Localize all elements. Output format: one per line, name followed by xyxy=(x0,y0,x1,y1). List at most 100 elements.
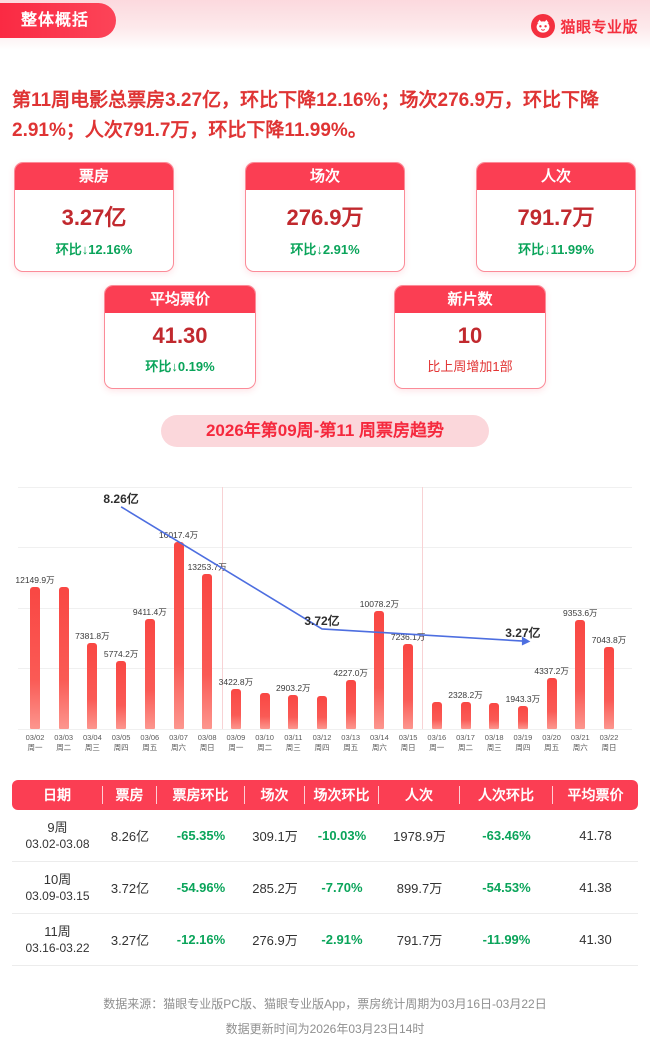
table-header-row: 日期 票房 票房环比 场次 场次环比 人次 人次环比 平均票价 xyxy=(12,780,638,810)
table-cell: 3.27亿 xyxy=(110,933,150,948)
date-cell: 10周 03.09-03.15 xyxy=(25,872,90,903)
week-total-label: 8.26亿 xyxy=(103,491,139,506)
x-axis-label: 03/03 周二 xyxy=(54,733,74,752)
table-cell: -10.03% xyxy=(317,828,367,843)
table-cell: 3.72亿 xyxy=(110,881,150,896)
daily-box-office-bar xyxy=(575,620,586,729)
footer-line-source: 数据来源：猫眼专业版PC版、猫眼专业版App，票房统计周期为03月16日-03月… xyxy=(103,997,547,1011)
gridline xyxy=(18,547,632,548)
week-separator-line xyxy=(221,487,223,729)
x-axis-label: 03/09 周一 xyxy=(226,733,246,752)
daily-box-office-bar xyxy=(546,678,557,729)
x-axis-label: 03/18 周三 xyxy=(484,733,504,752)
card-title: 新片数 xyxy=(395,286,545,313)
stat-cards-row-1: 票房 3.27亿 环比↓12.16% 场次 276.9万 环比↓2.91% 人次… xyxy=(0,162,650,272)
footer-line-updated: 数据更新时间为2026年03月23日14时 xyxy=(225,1022,425,1036)
bar-value-label: 12149.9万 xyxy=(15,575,55,585)
x-axis-label: 03/04 周三 xyxy=(83,733,102,752)
bar-value-label: 16017.4万 xyxy=(158,530,199,540)
weekly-summary-table: 日期 票房 票房环比 场次 场次环比 人次 人次环比 平均票价 9周 03.02-03.08 8.… xyxy=(12,780,638,966)
card-value: 10 xyxy=(457,323,483,348)
card-change: 环比↓0.19% xyxy=(145,359,215,374)
x-axis-label: 03/14 周六 xyxy=(370,733,389,752)
card-admissions: 人次 791.7万 环比↓11.99% xyxy=(476,162,636,272)
x-axis-label: 03/22 周日 xyxy=(599,733,619,752)
table-cell: -65.35% xyxy=(176,828,226,843)
card-new-releases: 新片数 10 比上周增加1部 xyxy=(394,285,546,389)
table-header-cell: 日期 xyxy=(12,786,103,804)
table-cell: -2.91% xyxy=(321,932,363,947)
bar-value-label: 4337.2万 xyxy=(534,666,569,676)
bar-value-label: 1943.3万 xyxy=(505,694,541,704)
table-cell: 285.2万 xyxy=(252,881,298,896)
bar-value-label: 7381.8万 xyxy=(75,631,110,641)
x-axis-label: 03/02 周一 xyxy=(25,733,45,752)
data-source-note: 数据来源：猫眼专业版PC版、猫眼专业版App，票房统计周期为03月16日-03月… xyxy=(0,992,650,1042)
date-cell: 11周 03.16-03.22 xyxy=(25,924,90,955)
card-title: 人次 xyxy=(477,163,635,190)
daily-box-office-bar xyxy=(403,644,414,729)
table-cell: 41.38 xyxy=(579,880,612,895)
maoyan-cat-icon xyxy=(531,14,556,38)
gridline xyxy=(18,487,632,488)
bar-value-label: 5774.2万 xyxy=(103,649,139,659)
table-header-cell: 票房环比 xyxy=(157,786,245,804)
daily-box-office-bar xyxy=(58,587,69,729)
stat-cards-row-2: 平均票价 41.30 环比↓0.19% 新片数 10 比上周增加1部 xyxy=(0,285,650,389)
x-axis-label: 03/06 周五 xyxy=(140,733,160,752)
table-cell: -54.96% xyxy=(176,880,226,895)
summary-text: 第11周电影总票房3.27亿，环比下降12.16%；场次276.9万，环比下降2… xyxy=(12,90,600,141)
maoyan-logo: 猫眼专业版 xyxy=(531,14,638,38)
daily-box-office-bar xyxy=(30,587,40,729)
table-header-cell: 平均票价 xyxy=(567,787,624,803)
table-row: 11周 03.16-03.22 3.27亿 -12.16% 276.9万 -2.91% 79… xyxy=(12,914,638,966)
table-header-cell: 人次环比 xyxy=(460,786,553,804)
daily-box-office-bar xyxy=(87,643,98,729)
x-axis-label: 03/11 周三 xyxy=(284,733,303,752)
bar-value-label: 7043.8万 xyxy=(591,635,627,645)
bar-value-label: 3422.8万 xyxy=(218,677,254,687)
card-title: 平均票价 xyxy=(105,286,255,313)
card-value: 41.30 xyxy=(152,323,208,348)
card-title: 场次 xyxy=(246,163,404,190)
week-total-label: 3.72亿 xyxy=(304,613,340,628)
table-cell: 899.7万 xyxy=(396,881,443,896)
table-cell: 8.26亿 xyxy=(110,829,150,844)
x-axis-label: 03/05 周四 xyxy=(111,733,131,752)
card-change: 比上周增加1部 xyxy=(427,359,513,374)
daily-box-office-bar xyxy=(288,695,299,729)
brand-name: 猫眼专业版 xyxy=(560,18,638,36)
card-title: 票房 xyxy=(15,163,173,190)
bar-value-label: 13253.7万 xyxy=(187,562,227,572)
table-header-cell: 场次 xyxy=(245,786,305,804)
card-change: 环比↓12.16% xyxy=(55,242,133,257)
daily-box-office-bar xyxy=(116,661,127,729)
daily-box-office-bar xyxy=(202,574,213,729)
table-header-cell: 场次环比 xyxy=(305,786,379,804)
x-axis-label: 03/19 周四 xyxy=(513,733,533,752)
x-axis-label: 03/16 周一 xyxy=(427,733,447,752)
card-value: 276.9万 xyxy=(286,205,364,230)
daily-box-office-bar xyxy=(517,706,528,729)
bar-value-label: 4227.0万 xyxy=(333,668,368,678)
bar-value-label: 9353.6万 xyxy=(563,608,598,618)
gridline xyxy=(18,608,632,609)
bar-value-label: 2328.2万 xyxy=(448,690,483,700)
weekly-trend-line xyxy=(120,506,531,646)
daily-box-office-bar xyxy=(173,542,184,729)
table-cell: 309.1万 xyxy=(252,829,298,844)
table-row: 9周 03.02-03.08 8.26亿 -65.35% 309.1万 -10.03% 19… xyxy=(12,810,638,862)
x-axis-label: 03/08 周日 xyxy=(197,733,217,752)
table-cell: 791.7万 xyxy=(396,933,443,948)
daily-box-office-bar xyxy=(431,702,442,729)
bar-value-label: 10078.2万 xyxy=(359,599,399,609)
table-body: 9周 03.02-03.08 8.26亿 -65.35% 309.1万 -10.03% 19… xyxy=(12,810,638,966)
gridline xyxy=(18,668,632,669)
x-axis-label: 03/13 周五 xyxy=(341,733,361,752)
table-cell: -11.99% xyxy=(482,932,531,947)
week-total-label: 3.27亿 xyxy=(505,626,541,641)
daily-box-office-bar xyxy=(259,693,270,729)
daily-box-office-bar xyxy=(230,689,241,729)
top-band: 整体概括 猫眼专业版 xyxy=(0,0,650,50)
card-change: 环比↓2.91% xyxy=(290,242,360,257)
